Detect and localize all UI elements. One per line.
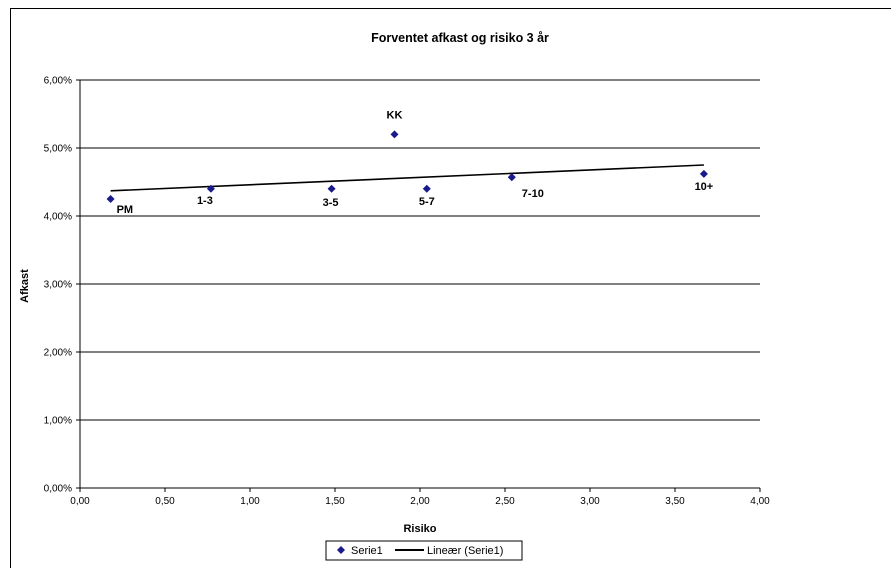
trendline-line xyxy=(110,164,704,192)
y-tick-label: 0,00% xyxy=(44,484,72,495)
data-points: PM 1-3 3-5 KK 5-7 7-10 10+ xyxy=(106,109,714,216)
x-tick-label: 0,50 xyxy=(155,496,175,507)
data-point-label: 10+ xyxy=(695,181,714,193)
data-point-5-7 xyxy=(422,184,431,193)
x-tick-label: 3,00 xyxy=(580,496,600,507)
x-axis-label: Risiko xyxy=(403,523,436,535)
y-tick-label: 2,00% xyxy=(44,348,72,359)
x-tick-label: 4,00 xyxy=(750,496,770,507)
data-point-kk xyxy=(390,130,399,139)
legend-trendline-label: Lineær (Serie1) xyxy=(427,545,503,557)
trendline xyxy=(110,164,704,192)
data-point-3-5 xyxy=(327,184,336,193)
data-point-1-3 xyxy=(206,184,215,193)
data-point-label: PM xyxy=(117,204,134,216)
legend: Serie1 Lineær (Serie1) xyxy=(325,540,523,561)
data-point-7-10 xyxy=(507,173,516,182)
data-point-pm xyxy=(106,195,115,203)
x-tick-label: 2,50 xyxy=(495,496,515,507)
data-point-label: 3-5 xyxy=(323,197,339,209)
x-tick-label: 0,00 xyxy=(70,496,90,507)
y-axis-label: Afkast xyxy=(19,269,31,303)
x-tick-label: 2,00 xyxy=(410,496,430,507)
data-point-label: KK xyxy=(387,109,403,121)
y-axis-ticks: 0,00% 1,00% 2,00% 3,00% 4,00% 5,00% 6,00% xyxy=(44,76,80,495)
data-point-label: 5-7 xyxy=(419,196,435,208)
y-tick-label: 3,00% xyxy=(44,280,72,291)
gridlines xyxy=(80,79,760,421)
data-point-label: 1-3 xyxy=(197,195,213,207)
y-tick-label: 1,00% xyxy=(44,416,72,427)
y-tick-label: 4,00% xyxy=(44,212,72,223)
x-tick-label: 1,50 xyxy=(325,496,345,507)
data-point-label: 7-10 xyxy=(522,188,544,200)
x-tick-label: 1,00 xyxy=(240,496,260,507)
x-tick-label: 3,50 xyxy=(665,496,685,507)
x-axis-ticks: 0,00 0,50 1,00 1,50 2,00 2,50 3,00 3,50 4,00 xyxy=(70,488,770,507)
y-tick-label: 5,00% xyxy=(44,144,72,155)
chart-title: Forventet afkast og risiko 3 år xyxy=(371,31,549,45)
chart-area-border xyxy=(10,8,891,568)
y-tick-label: 6,00% xyxy=(44,76,72,87)
legend-series-label: Serie1 xyxy=(351,545,383,557)
legend-series-marker xyxy=(337,546,345,554)
data-point-10- xyxy=(699,169,708,178)
